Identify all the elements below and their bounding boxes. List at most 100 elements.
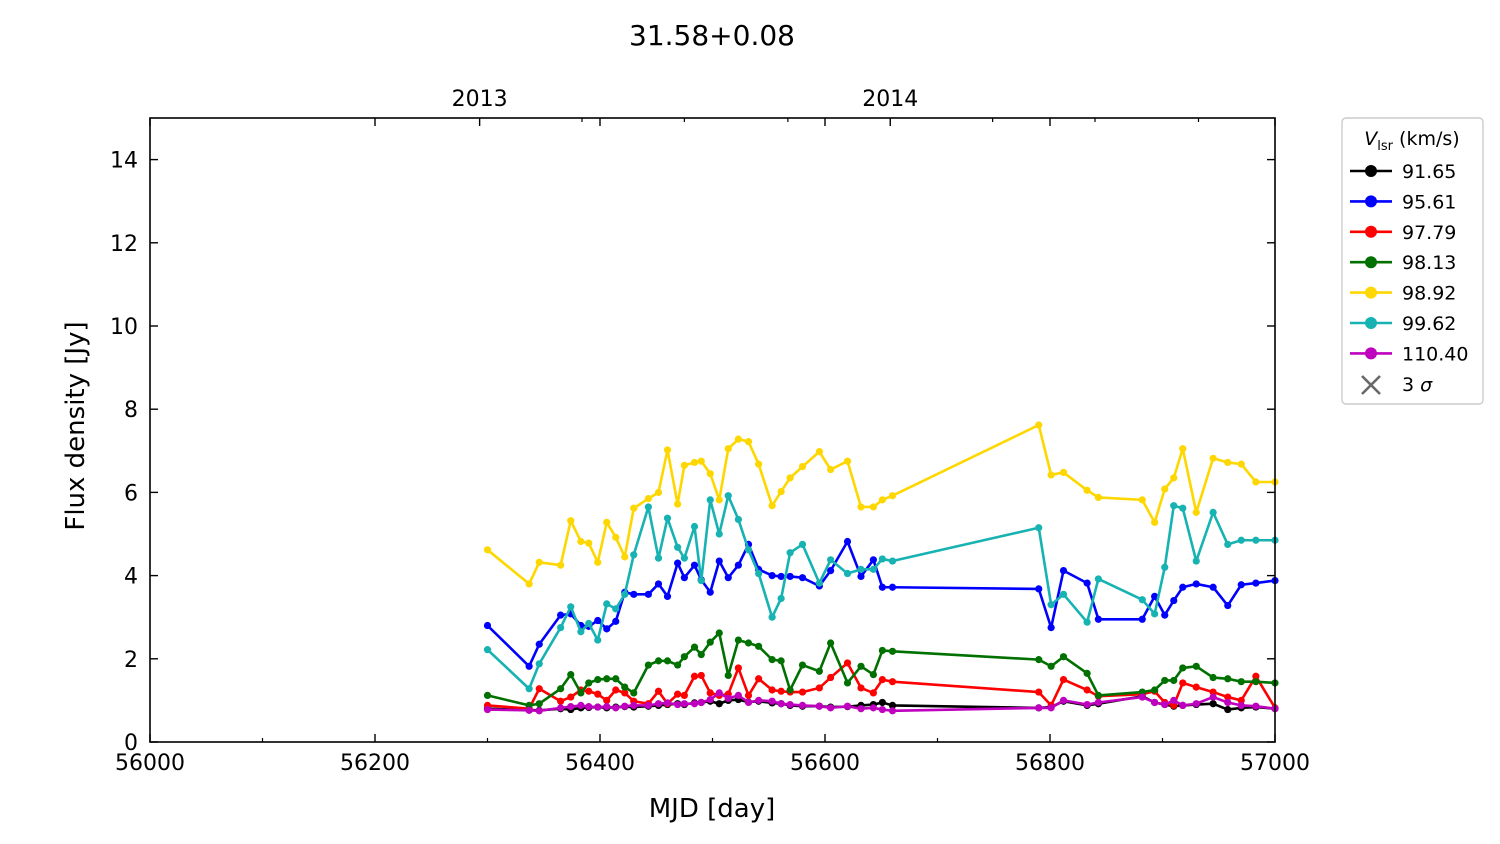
data-point (706, 689, 714, 697)
data-point (1170, 701, 1178, 709)
data-point (594, 690, 602, 698)
data-point (1224, 705, 1232, 714)
data-point (777, 700, 785, 708)
data-point (1192, 683, 1200, 691)
data-point (715, 496, 723, 504)
series-98.13 (483, 629, 1279, 709)
data-point (1209, 508, 1217, 516)
data-point (1138, 615, 1146, 623)
data-point (1047, 704, 1055, 712)
data-point (869, 556, 877, 564)
y-tick-label: 12 (110, 232, 138, 257)
data-point (1161, 676, 1169, 685)
x-tick-label: 57000 (1240, 751, 1310, 776)
data-point (1252, 579, 1260, 587)
legend-marker (1365, 317, 1377, 329)
legend-marker (1365, 195, 1377, 208)
data-point (594, 676, 602, 684)
data-point (690, 672, 699, 680)
data-point (585, 703, 593, 711)
data-point (777, 687, 785, 695)
data-point (1059, 468, 1068, 477)
legend-frame (1341, 117, 1484, 405)
y-tick-label: 8 (124, 398, 138, 423)
data-point (612, 686, 620, 694)
data-point (777, 487, 785, 496)
data-point (1035, 524, 1043, 532)
data-point (1059, 590, 1068, 598)
data-point (577, 537, 585, 546)
y-tick-label: 2 (124, 648, 138, 673)
data-point (1179, 504, 1187, 512)
year-tick-label: 2014 (862, 87, 918, 112)
data-point (630, 701, 638, 709)
legend-marker (1365, 347, 1377, 360)
data-point (612, 675, 620, 683)
data-point (744, 639, 753, 647)
data-point (1083, 700, 1091, 709)
data-point (768, 656, 776, 664)
data-point (724, 694, 732, 702)
data-point (768, 613, 776, 621)
legend-item-95.61: 95.61 (1350, 191, 1456, 213)
data-point (621, 702, 629, 710)
data-point (697, 698, 705, 707)
y-axis-label: Flux density [Jy] (61, 321, 91, 530)
data-point (1138, 693, 1146, 701)
data-point (869, 689, 877, 697)
series-line (486, 423, 1275, 586)
data-point (612, 533, 620, 541)
legend-label: 98.92 (1402, 283, 1456, 305)
data-point (557, 697, 565, 705)
data-point (1209, 583, 1217, 591)
data-point (654, 657, 663, 665)
data-point (1237, 701, 1245, 709)
data-point (621, 683, 629, 691)
legend-label: 98.13 (1402, 252, 1456, 274)
data-point (798, 661, 807, 669)
data-point (1237, 536, 1245, 544)
series-line (486, 494, 1275, 691)
legend-marker (1365, 225, 1377, 238)
data-point (1224, 458, 1232, 467)
data-point (1083, 579, 1091, 587)
data-point (1209, 673, 1217, 682)
legend-marker (1365, 256, 1377, 269)
data-point (715, 689, 723, 697)
plot-area (483, 421, 1279, 715)
data-point (878, 676, 886, 684)
data-point (857, 705, 865, 713)
data-point (674, 500, 682, 508)
data-point (585, 687, 593, 695)
data-point (674, 661, 682, 669)
data-point (843, 702, 852, 710)
data-point (585, 679, 593, 687)
data-point (680, 653, 688, 661)
data-point (798, 540, 807, 549)
top-year-axis: 2013 2014 (452, 87, 1200, 126)
data-point (1192, 662, 1200, 670)
data-point (535, 640, 543, 648)
data-point (869, 565, 877, 573)
data-point (1083, 669, 1091, 677)
data-point (1059, 567, 1068, 575)
data-point (630, 590, 638, 598)
data-point (680, 461, 688, 469)
data-point (1094, 615, 1102, 623)
data-point (621, 590, 629, 598)
legend-label: 97.79 (1402, 222, 1456, 244)
legend-label: 95.61 (1402, 191, 1456, 213)
y-tick-label: 10 (110, 315, 138, 340)
data-point (535, 707, 543, 715)
data-point (483, 621, 492, 630)
data-point (715, 530, 723, 538)
data-point (567, 517, 575, 525)
data-point (1151, 698, 1159, 707)
data-point (706, 638, 714, 646)
data-point (1224, 601, 1232, 610)
data-point (798, 463, 807, 471)
data-point (1094, 691, 1102, 700)
data-point (786, 572, 794, 581)
data-point (1138, 688, 1146, 696)
data-point (697, 457, 705, 465)
